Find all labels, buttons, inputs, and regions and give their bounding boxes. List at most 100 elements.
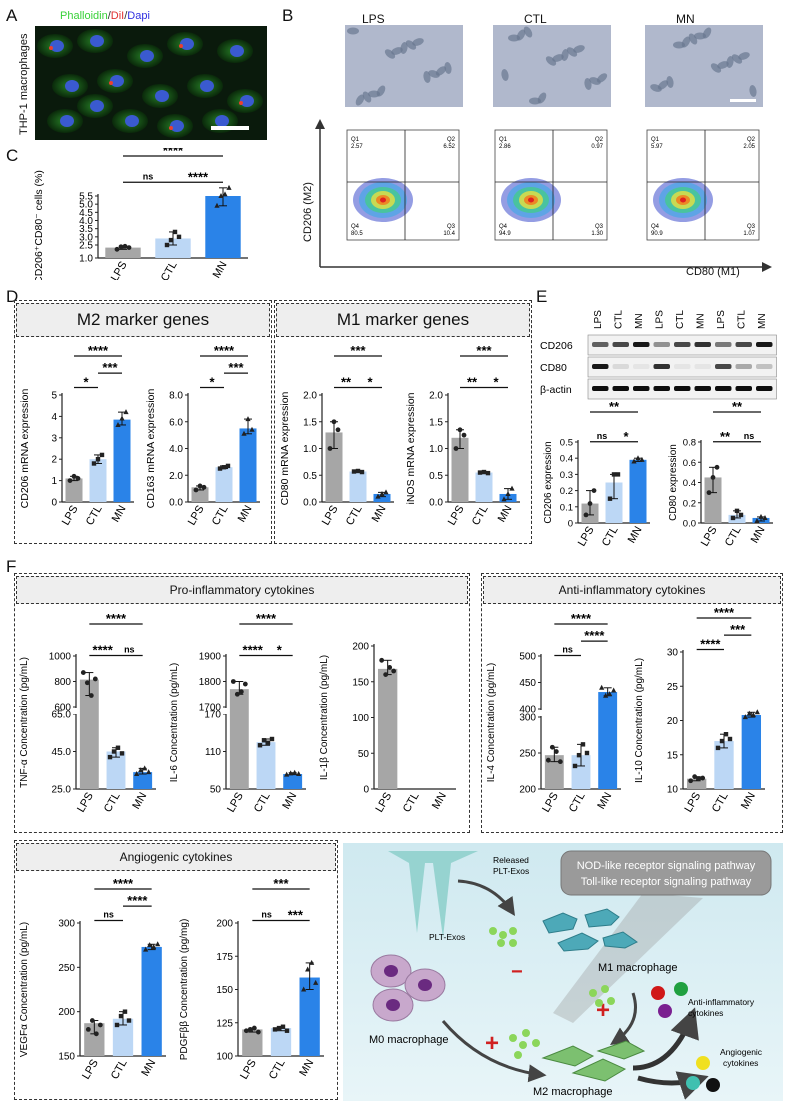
blot-lane-label: LPS <box>593 310 604 329</box>
dil-dot <box>49 46 53 50</box>
blot-band <box>592 342 609 347</box>
bar <box>475 472 493 502</box>
data-point <box>243 1028 249 1034</box>
chart-cd163-mrna: 0.0 2.0 4.0 6.0 8.0 LPS CTL MN CD163 mRNA expres… <box>145 343 260 528</box>
data-point <box>453 446 459 451</box>
significance-label: ns <box>103 910 114 920</box>
quadrant-name: Q4 <box>651 224 660 230</box>
blot-band <box>674 364 691 369</box>
x-tick-label: MN <box>739 790 758 811</box>
nucleus <box>60 115 74 127</box>
significance-label: * <box>83 375 89 390</box>
data-point <box>225 463 231 469</box>
x-tick-label: MN <box>110 503 129 524</box>
data-point <box>692 774 698 780</box>
x-tick-label: CTL <box>401 791 422 815</box>
y-axis-label: CD206 mRNA expression <box>19 389 31 509</box>
bar <box>105 247 141 258</box>
data-point <box>119 751 125 756</box>
cell-silhouette <box>347 27 359 35</box>
data-point <box>222 191 228 197</box>
bar <box>741 715 762 789</box>
data-point <box>355 468 361 474</box>
y-tick-label: 170 <box>204 710 221 721</box>
y-tick-label: 0 <box>568 519 573 530</box>
data-point <box>255 1029 261 1035</box>
y-tick-label: 4.5 <box>79 208 93 219</box>
significance-label: **** <box>88 343 109 358</box>
x-tick-label: CTL <box>252 791 273 815</box>
blot-band <box>715 342 732 347</box>
panel-label-e: E <box>536 287 548 306</box>
data-point <box>313 979 319 985</box>
angiogenic-icons <box>686 1056 720 1092</box>
y-tick-label: 1000 <box>49 652 72 663</box>
blot-lane-label: CTL <box>737 310 748 329</box>
significance-label: *** <box>273 876 289 891</box>
data-point <box>265 740 271 745</box>
western-blot: LPS CTL MN LPS CTL MN LPS CTL MN CD206 CD80 β-actin <box>540 310 777 400</box>
y-tick-label: 0 <box>363 785 369 796</box>
y-tick-label: 250 <box>519 749 536 760</box>
data-point <box>247 1027 253 1032</box>
data-point <box>754 517 760 523</box>
bar <box>239 428 257 502</box>
x-tick-label: CTL <box>567 791 588 815</box>
legend-phalloidin: Phalloidin <box>60 10 108 22</box>
y-tick-label: 4 <box>51 412 57 423</box>
data-point <box>80 670 86 675</box>
x-tick-label: MN <box>370 503 389 524</box>
blot-band <box>653 364 670 369</box>
quadrant-name: Q2 <box>595 137 604 143</box>
blot-band <box>694 342 711 347</box>
significance-label: **** <box>106 611 127 626</box>
y-tick-label: 1 <box>51 476 57 487</box>
bar <box>205 196 241 258</box>
x-tick-label: MN <box>211 259 230 280</box>
data-point <box>261 738 267 743</box>
blot-band <box>694 386 711 391</box>
y-tick-label: 0.0 <box>303 498 317 509</box>
data-point <box>599 684 605 690</box>
bar <box>349 471 367 502</box>
x-tick-label: CTL <box>710 791 731 815</box>
y-tick-label: 0.2 <box>560 486 573 497</box>
blot-band <box>715 364 732 369</box>
data-point <box>615 472 621 477</box>
data-point <box>89 1018 95 1023</box>
bar <box>686 778 707 789</box>
blot-lane-label: LPS <box>655 310 666 329</box>
data-point <box>696 776 702 782</box>
data-point <box>583 512 589 518</box>
data-point <box>257 743 263 748</box>
y-tick-label: 200 <box>58 1007 75 1018</box>
data-point <box>138 767 144 773</box>
nucleus <box>240 95 254 107</box>
density-contour <box>680 197 686 203</box>
data-point <box>288 770 294 776</box>
quadrant-value: 0.97 <box>591 144 603 150</box>
x-tick-label: MN <box>496 503 515 524</box>
significance-label: * <box>623 429 629 444</box>
y-tick-label: 50 <box>358 749 370 760</box>
data-point <box>67 478 73 483</box>
bar <box>112 1018 134 1056</box>
ang-label-1: Angiogenic <box>720 1047 763 1057</box>
y-tick-label: 450 <box>519 678 536 689</box>
x-tick-label: MN <box>626 524 645 545</box>
y-tick-label: 3 <box>51 433 57 444</box>
data-point <box>123 409 129 415</box>
data-point <box>477 470 483 475</box>
nucleus <box>200 80 214 92</box>
significance-label: **** <box>243 643 264 658</box>
data-point <box>359 469 365 475</box>
significance-label: **** <box>113 876 134 891</box>
data-point <box>387 665 393 670</box>
significance-label: *** <box>228 360 244 375</box>
significance-label: * <box>209 375 215 390</box>
blot-band <box>756 364 773 369</box>
bar <box>141 946 162 1056</box>
data-point <box>226 184 232 190</box>
flow-y-axis-label: CD206 (M2) <box>302 182 314 242</box>
